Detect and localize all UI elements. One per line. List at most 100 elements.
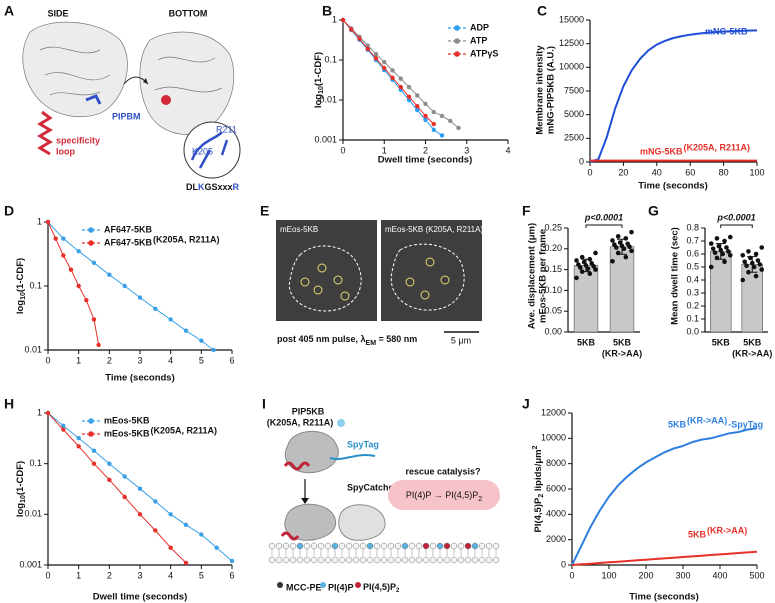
data-point: [61, 236, 66, 241]
data-point: [137, 295, 143, 300]
data-point: [45, 219, 51, 225]
y-tick-label: 2000: [546, 534, 566, 544]
series-label-suffix: (KR->AA): [687, 415, 727, 425]
y-tick-label: 0: [579, 156, 584, 166]
helix: [280, 531, 300, 541]
data-point: [76, 248, 81, 254]
y-axis-title: log10(1-CDF): [15, 461, 27, 517]
lipid: [401, 556, 409, 564]
x-tick-label: 4: [505, 145, 510, 155]
data-point: [76, 444, 81, 449]
lipid: [478, 556, 486, 564]
error-bar: [715, 243, 726, 260]
data-point: [753, 251, 759, 257]
data-point: [107, 477, 112, 483]
data-point: [716, 243, 722, 249]
series-label-end: -SpyTag: [728, 419, 763, 429]
lipid: [331, 556, 339, 564]
label: PIPBM: [112, 111, 141, 121]
lipid: [303, 542, 311, 550]
label: loop: [56, 146, 75, 156]
data-point: [53, 236, 58, 241]
title-part: 10: [318, 86, 325, 94]
lipid: [471, 556, 479, 564]
data-point: [439, 113, 445, 119]
data-point: [579, 254, 585, 260]
data-point: [623, 254, 629, 260]
y-axis-title: PI(4,5)P2 lipids/μm2: [532, 445, 545, 532]
data-point: [740, 253, 746, 258]
x-tick-label: 1: [76, 355, 81, 365]
lipid: [457, 542, 465, 550]
data-point: [398, 84, 403, 90]
bar: [710, 251, 732, 333]
title-part: 10: [20, 495, 27, 503]
significance-bracket: [720, 224, 753, 228]
data-point: [91, 317, 97, 322]
label: K205: [192, 146, 213, 156]
lipid: [478, 542, 486, 550]
x-tick-label: 40: [652, 167, 662, 177]
panel-label: D: [4, 203, 14, 219]
reaction-part: 2: [478, 496, 482, 503]
reaction: PI(4)P → PI(4,5)P2: [406, 490, 482, 502]
series-line: [47, 412, 187, 564]
legend-marker: [88, 240, 94, 246]
lipid: [310, 542, 318, 550]
data-point: [153, 499, 158, 504]
y-tick-label: 0.25: [544, 222, 562, 232]
y-tick-label: 0: [561, 559, 566, 569]
legend-icon: [355, 582, 361, 588]
data-point: [122, 283, 127, 289]
data-point: [153, 528, 158, 533]
data-point: [199, 532, 204, 537]
x-tick-label: 2: [423, 145, 428, 155]
legend-label: mEos-5KB: [104, 415, 150, 425]
x-tick-label: 5KB: [712, 337, 731, 347]
x-tick-label: 20: [618, 167, 628, 177]
lipid: [415, 542, 423, 550]
x-tick-label: 300: [675, 570, 690, 580]
caption: post 405 nm pulse, λEM = 580 nm: [277, 334, 417, 346]
data-point: [585, 266, 591, 272]
legend-label: AF647-5KB: [104, 237, 153, 247]
y-tick-label: 0.10: [544, 285, 562, 295]
data-point: [183, 522, 189, 528]
lipid: [394, 556, 402, 564]
y-tick-label: 5000: [564, 109, 584, 119]
data-point: [742, 259, 747, 265]
series-line: [571, 427, 758, 566]
category-note: (KR->AA): [602, 348, 642, 358]
lipid: [324, 542, 332, 550]
x-tick-label: 3: [137, 355, 142, 365]
x-tick-label: 6: [229, 355, 234, 365]
panel-label: E: [260, 203, 269, 219]
data-point: [423, 101, 428, 107]
x-tick-label: 100: [749, 167, 764, 177]
data-point: [710, 246, 716, 252]
legend-marker: [454, 38, 460, 44]
structure-bottom: [139, 31, 235, 135]
y-tick-label: 6000: [546, 483, 566, 493]
data-point: [168, 512, 173, 517]
y-tick-label: 0.4: [686, 274, 699, 284]
caption-part: EM: [366, 340, 377, 347]
data-point: [722, 259, 727, 265]
error-bar: [581, 258, 591, 273]
lipid: [338, 542, 346, 550]
label: rescue catalysis?: [405, 466, 480, 476]
data-point: [744, 263, 749, 269]
data-point: [357, 36, 362, 41]
data-point: [759, 245, 765, 250]
data-point: [610, 258, 615, 264]
data-point: [448, 118, 453, 124]
x-tick-label: 400: [712, 570, 727, 580]
lipid: [492, 542, 500, 550]
reaction-part: PI(4,5)P: [445, 490, 478, 500]
data-point: [757, 262, 763, 267]
panel-label: I: [262, 396, 266, 412]
data-point: [439, 133, 445, 138]
legend-label-suffix: (K205A, R211A): [151, 425, 218, 435]
data-point: [574, 275, 579, 281]
data-point: [107, 461, 112, 466]
